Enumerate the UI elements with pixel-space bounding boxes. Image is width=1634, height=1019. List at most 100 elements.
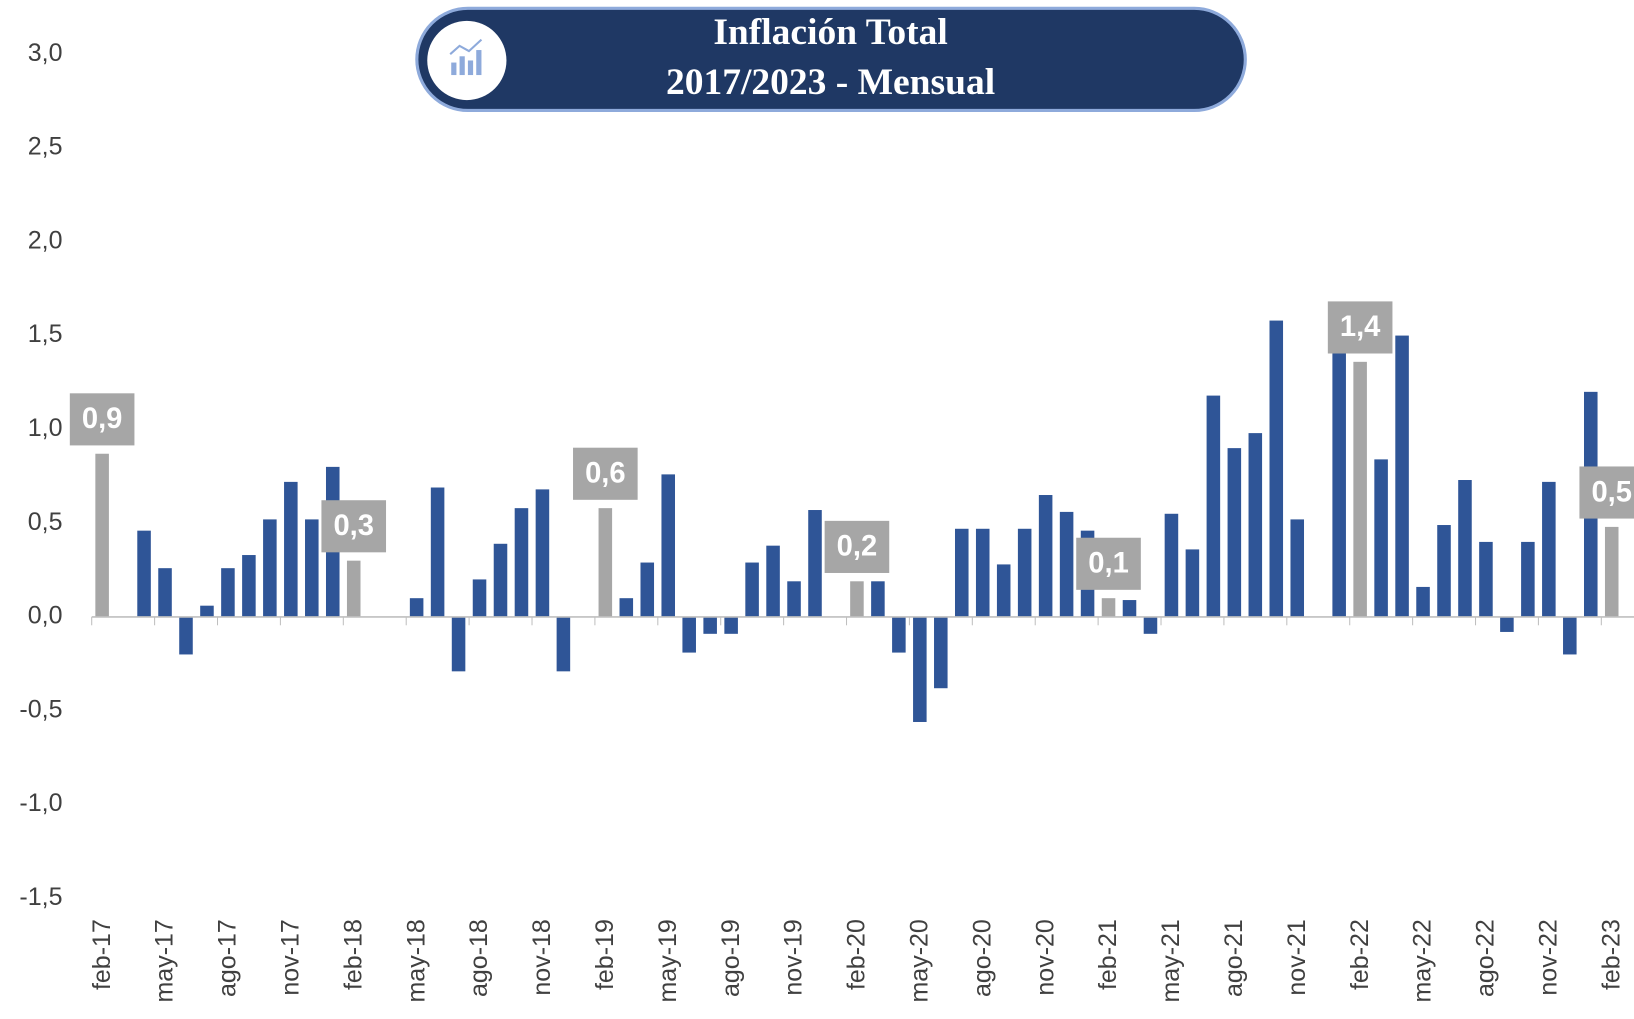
x-tick-label: feb-20 xyxy=(843,919,871,990)
bar xyxy=(1479,541,1493,617)
y-tick-label: 2,5 xyxy=(28,133,63,161)
title-box xyxy=(415,6,1247,113)
bar xyxy=(1395,335,1409,617)
icon-bars xyxy=(449,38,483,76)
bar xyxy=(787,581,801,617)
bar xyxy=(619,598,634,617)
y-tick-label: 0,0 xyxy=(28,602,63,630)
bar xyxy=(766,545,780,617)
bar xyxy=(892,616,906,653)
bar xyxy=(661,474,676,617)
bar xyxy=(263,519,277,617)
x-tick-label: nov-20 xyxy=(1031,919,1059,995)
bar xyxy=(242,555,256,617)
value-label: 0,3 xyxy=(333,510,374,542)
bar xyxy=(137,530,151,617)
bar xyxy=(808,510,822,617)
value-label: 0,1 xyxy=(1088,548,1129,580)
title-banner: Inflación Total 2017/2023 - Mensual xyxy=(415,6,1247,113)
x-tick-label: feb-21 xyxy=(1094,919,1122,990)
bar xyxy=(640,562,655,617)
bar xyxy=(158,568,172,617)
y-tick-label: 1,5 xyxy=(28,320,63,348)
value-label: 0,6 xyxy=(585,458,626,490)
y-tick-label: -1,0 xyxy=(19,789,62,817)
bar xyxy=(556,616,571,672)
bar xyxy=(1521,541,1535,617)
value-label-box xyxy=(1327,301,1393,354)
bar xyxy=(1248,433,1263,617)
bar xyxy=(1332,344,1346,617)
bar xyxy=(1416,586,1430,617)
bar xyxy=(535,489,550,617)
x-tick-label: nov-19 xyxy=(780,919,808,995)
y-tick-label: -0,5 xyxy=(19,695,62,723)
x-tick-label: ago-17 xyxy=(214,919,242,997)
bar xyxy=(871,581,885,617)
value-label-box xyxy=(1076,537,1141,590)
bar xyxy=(305,519,319,617)
x-tick-label: ago-22 xyxy=(1472,919,1500,997)
bar xyxy=(1269,320,1284,617)
bar xyxy=(1290,519,1305,617)
x-tick-label: nov-21 xyxy=(1283,919,1311,995)
x-tick-label: feb-17 xyxy=(88,919,116,990)
value-label: 1,4 xyxy=(1340,311,1381,343)
bar xyxy=(1604,526,1619,617)
x-tick-label: ago-18 xyxy=(465,919,493,997)
x-tick-label: ago-20 xyxy=(968,919,996,997)
bar xyxy=(95,453,109,617)
bar xyxy=(703,616,717,634)
value-label: 0,5 xyxy=(1591,476,1632,508)
bar xyxy=(284,481,298,617)
bar xyxy=(346,560,361,617)
x-tick-label: may-18 xyxy=(402,919,430,1002)
bar xyxy=(996,564,1011,617)
x-tick-label: may-19 xyxy=(654,919,682,1002)
x-tick-label: nov-17 xyxy=(276,919,304,995)
y-tick-label: 1,0 xyxy=(28,414,63,442)
bar xyxy=(472,579,487,617)
bar xyxy=(493,543,508,617)
x-tick-label: feb-18 xyxy=(339,919,367,990)
y-tick-label: 3,0 xyxy=(28,39,63,67)
bar xyxy=(1206,395,1221,617)
bar xyxy=(1458,480,1472,617)
bar xyxy=(1143,616,1158,634)
x-tick-label: feb-22 xyxy=(1346,919,1374,990)
bar xyxy=(409,598,424,617)
y-tick-label: 0,5 xyxy=(28,508,63,536)
bar xyxy=(200,605,214,617)
bar xyxy=(975,528,990,617)
value-label: 0,2 xyxy=(837,531,878,563)
bar xyxy=(1542,481,1556,617)
x-tick-label: ago-21 xyxy=(1220,919,1248,997)
bar xyxy=(850,581,864,617)
x-tick-label: nov-18 xyxy=(528,919,556,995)
x-tick-label: may-20 xyxy=(905,919,933,1002)
bar xyxy=(1101,598,1116,617)
bar xyxy=(430,487,445,617)
x-tick-label: feb-23 xyxy=(1597,919,1625,990)
value-label-box xyxy=(321,500,387,553)
bar xyxy=(221,568,235,617)
x-tick-label: may-22 xyxy=(1409,919,1437,1002)
x-tick-label: may-17 xyxy=(151,919,179,1002)
bar xyxy=(954,528,969,617)
y-tick-label: 2,0 xyxy=(28,226,63,254)
bar xyxy=(1017,528,1032,617)
bar xyxy=(934,616,948,689)
bar xyxy=(682,616,696,653)
value-label-box xyxy=(824,520,890,573)
x-tick-label: nov-22 xyxy=(1534,919,1562,995)
value-label-box xyxy=(1579,466,1634,519)
bar xyxy=(514,508,529,617)
bar xyxy=(1437,525,1451,617)
chart-subtitle: 2017/2023 - Mensual xyxy=(666,62,995,103)
bar xyxy=(724,616,738,634)
bar xyxy=(598,508,613,617)
x-tick-label: feb-19 xyxy=(591,919,619,990)
bar xyxy=(179,616,193,655)
y-tick-label: -1,5 xyxy=(19,883,62,911)
